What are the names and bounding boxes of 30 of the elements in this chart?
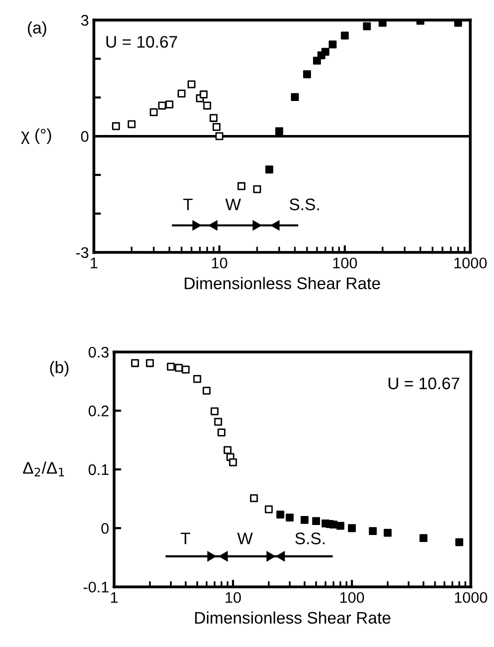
- annotation: W: [225, 198, 241, 210]
- x-axis-title: Dimensionless Shear Rate: [184, 276, 380, 290]
- y-tick-label: -3: [76, 247, 88, 258]
- y-tick-label: -0.1: [84, 582, 109, 593]
- annotation: S.S.: [290, 198, 319, 210]
- x-axis-title: Dimensionless Shear Rate: [195, 611, 390, 624]
- annotation: U = 10.67: [106, 36, 178, 48]
- annotation: T: [180, 532, 190, 544]
- y-tick-label: 0.1: [88, 464, 109, 476]
- x-tick-label: 1000: [454, 258, 487, 268]
- y-axis-title: χ (°): [21, 128, 52, 144]
- x-tick-label: 100: [333, 258, 357, 268]
- x-tick-label: 100: [340, 592, 364, 603]
- x-tick-label: 10: [226, 592, 241, 603]
- x-tick-label: 1000: [454, 592, 488, 603]
- text: (b): [50, 361, 68, 377]
- y-tick-label: 3: [81, 14, 88, 26]
- y-tick-label: 0.2: [88, 406, 108, 416]
- y-tick-label: 0: [81, 131, 88, 142]
- y-axis-title: Δ$_{2}$/Δ$_{1}$: [23, 462, 64, 476]
- x-tick-label: 1: [111, 592, 118, 603]
- annotation: W: [237, 532, 253, 544]
- annotation: S.S.: [295, 532, 325, 544]
- y-tick-label: 0.3: [88, 346, 109, 358]
- chart-title: (a): [28, 21, 46, 37]
- annotation: T: [183, 198, 193, 210]
- y-tick-label: 0: [101, 522, 109, 534]
- annotation: U = 10.67: [388, 378, 460, 390]
- x-tick-label: 1: [90, 258, 98, 268]
- x-tick-label: 10: [212, 258, 228, 268]
